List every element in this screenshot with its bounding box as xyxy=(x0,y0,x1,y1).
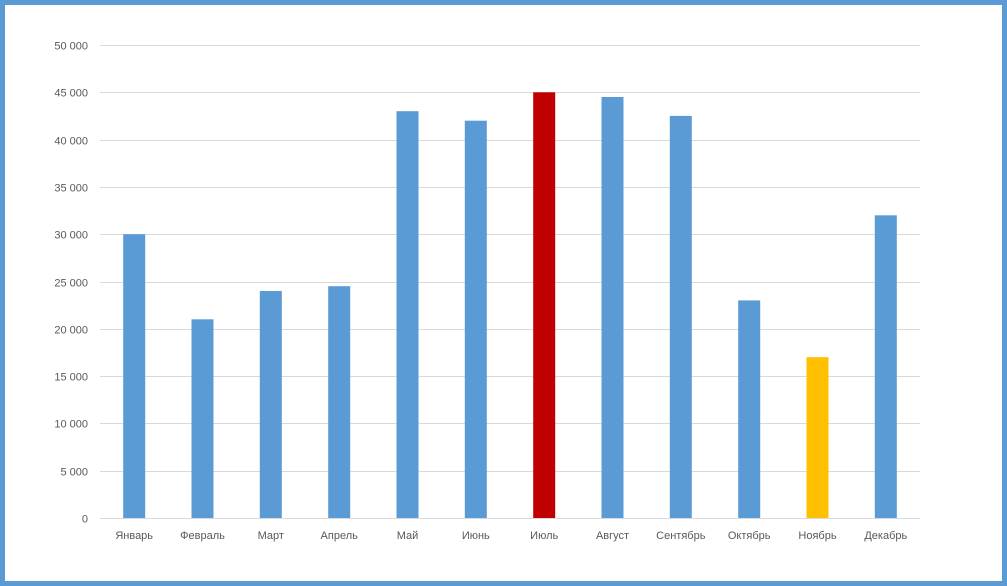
bar-5 xyxy=(396,111,419,518)
gridlines xyxy=(100,45,920,519)
bar-11 xyxy=(806,357,829,518)
y-tick-label: 15 000 xyxy=(54,372,88,384)
bar-7 xyxy=(533,92,556,519)
x-tick-label: Сентябрь xyxy=(656,530,706,542)
bar-3 xyxy=(259,291,282,518)
x-tick-label: Июнь xyxy=(462,530,490,542)
y-axis-tick-labels: 0 5 000 10 000 15 000 20 000 25 000 30 000 35 0… xyxy=(54,41,88,526)
chart-area xyxy=(5,5,1002,581)
bar-4 xyxy=(328,286,351,518)
x-tick-label: Октябрь xyxy=(728,530,771,542)
y-tick-label: 50 000 xyxy=(54,41,88,53)
bar-1 xyxy=(123,234,146,518)
bar-6 xyxy=(464,120,487,518)
bar-12 xyxy=(874,215,897,519)
y-tick-label: 30 000 xyxy=(54,230,88,242)
bar-2 xyxy=(191,319,214,518)
bar-8 xyxy=(601,97,624,518)
x-tick-label: Январь xyxy=(115,530,153,542)
x-tick-label: Февраль xyxy=(180,530,225,542)
x-tick-label: Ноябрь xyxy=(798,530,836,542)
x-tick-label: Март xyxy=(258,530,284,542)
x-tick-label: Апрель xyxy=(321,530,359,542)
x-axis-tick-labels: Январь Февраль Март Апрель Май Июнь Июль Август… xyxy=(115,530,907,542)
y-tick-label: 40 000 xyxy=(54,136,88,148)
x-tick-label: Декабрь xyxy=(864,530,907,542)
x-tick-label: Август xyxy=(596,530,629,542)
y-tick-label: 35 000 xyxy=(54,183,88,195)
y-tick-label: 20 000 xyxy=(54,325,88,337)
x-tick-label: Июль xyxy=(530,530,558,542)
y-tick-label: 45 000 xyxy=(54,88,88,100)
y-tick-label: 25 000 xyxy=(54,278,88,290)
bar-9 xyxy=(669,115,692,519)
bar-10 xyxy=(738,300,761,518)
bars xyxy=(123,92,897,519)
y-tick-label: 0 xyxy=(82,514,88,526)
y-tick-label: 10 000 xyxy=(54,419,88,431)
y-tick-label: 5 000 xyxy=(60,467,88,479)
x-tick-label: Май xyxy=(397,530,419,542)
